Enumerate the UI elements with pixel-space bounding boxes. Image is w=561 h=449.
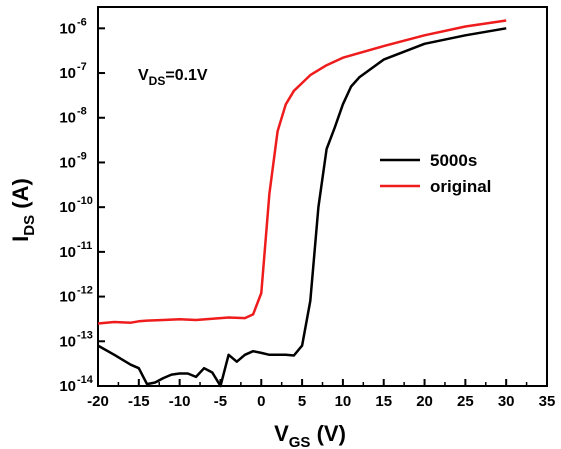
- annotation-main: V: [138, 67, 149, 84]
- y-tick-label: 10: [59, 333, 76, 350]
- series-line-original: [97, 19, 507, 325]
- vds-annotation: VDS=0.1V: [138, 67, 208, 88]
- series-line-5000s: [97, 27, 507, 388]
- x-axis-label-unit: (V): [310, 421, 345, 446]
- x-tick-label: 30: [498, 393, 515, 410]
- x-axis: -20 -15 -10 -5 0 5 10 15 20 25 30 35: [87, 379, 555, 410]
- y-tick-exponent: -12: [77, 285, 93, 297]
- legend: 5000s original: [380, 151, 491, 196]
- x-axis-label: VGS (V): [274, 421, 346, 449]
- y-tick-exponent: -14: [77, 374, 94, 386]
- y-tick-label: 10: [59, 289, 76, 306]
- x-tick-label: 20: [416, 393, 433, 410]
- x-tick-label: -15: [128, 393, 150, 410]
- legend-label-original: original: [430, 177, 491, 196]
- y-axis-label-unit: (A): [8, 178, 33, 215]
- series-layer: [97, 19, 507, 388]
- y-tick-label: 10: [59, 65, 76, 82]
- y-tick-exponent: -7: [77, 61, 87, 73]
- x-tick-label: 0: [257, 393, 265, 410]
- x-tick-label: 5: [298, 393, 306, 410]
- y-tick-label: 10: [59, 244, 76, 261]
- y-tick-label: 10: [59, 20, 76, 37]
- y-tick-label: 10: [59, 378, 76, 395]
- y-axis-label-subscript: DS: [21, 215, 38, 236]
- x-axis-label-subscript: GS: [289, 434, 311, 449]
- y-tick-exponent: -10: [77, 195, 93, 207]
- legend-label-5000s: 5000s: [430, 151, 477, 170]
- x-tick-label: 35: [539, 393, 556, 410]
- y-tick-exponent: -13: [77, 329, 93, 341]
- plot-frame: [97, 6, 548, 387]
- annotation-rest: =0.1V: [165, 67, 208, 84]
- x-tick-label: 10: [335, 393, 352, 410]
- x-tick-label: 25: [457, 393, 474, 410]
- annotation-subscript: DS: [149, 74, 166, 88]
- y-tick-exponent: -11: [77, 240, 92, 252]
- y-axis-label-main: I: [8, 236, 33, 242]
- x-tick-label: 15: [375, 393, 392, 410]
- x-tick-label: -10: [169, 393, 191, 410]
- y-tick-exponent: -6: [77, 16, 87, 28]
- y-tick-label: 10: [59, 199, 76, 216]
- y-tick-label: 10: [59, 110, 76, 127]
- x-tick-label: -20: [87, 393, 109, 410]
- y-axis-label: IDS (A): [8, 178, 38, 242]
- y-tick-label: 10: [59, 154, 76, 171]
- x-axis-label-main: V: [274, 421, 289, 446]
- plot-area: [97, 6, 548, 387]
- y-tick-exponent: -9: [77, 150, 87, 162]
- y-tick-exponent: -8: [77, 106, 87, 118]
- x-tick-label: -5: [214, 393, 227, 410]
